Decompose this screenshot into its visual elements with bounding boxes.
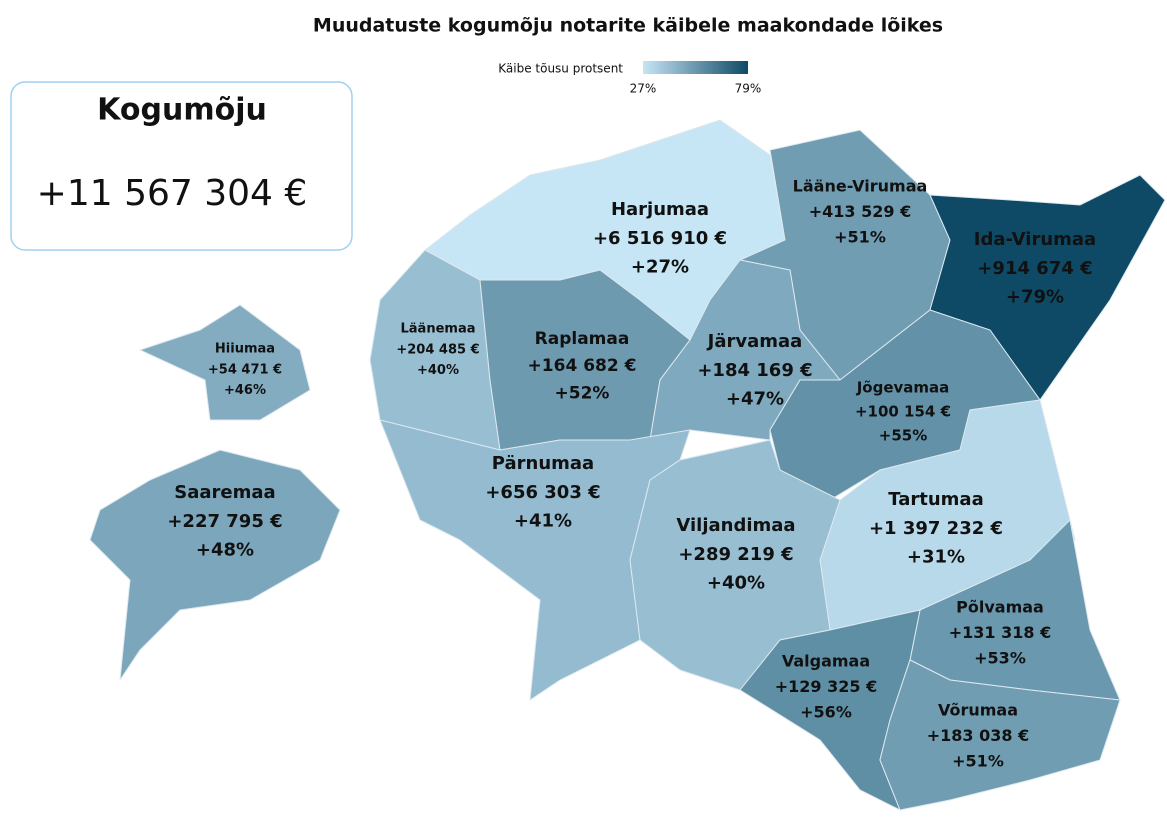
region-name: Saaremaa <box>174 482 275 503</box>
region-amount: +131 318 € <box>949 623 1051 642</box>
region-percent: +40% <box>707 573 765 594</box>
region-amount: +914 674 € <box>977 258 1092 279</box>
region-amount: +656 303 € <box>485 482 600 503</box>
region <box>138 304 311 421</box>
region <box>929 174 1166 401</box>
region-name: Ida-Virumaa <box>974 229 1096 250</box>
region-name: Jõgevamaa <box>856 379 950 397</box>
region-amount: +227 795 € <box>167 511 282 532</box>
labels: Harjumaa +6 516 910 € +27% Lääne-Virumaa +41… <box>167 177 1096 771</box>
region-percent: +53% <box>974 649 1026 668</box>
region-amount: +129 325 € <box>775 677 877 696</box>
region-percent: +27% <box>631 257 689 278</box>
legend-title: Käibe tõusu protsent <box>498 62 623 76</box>
region-name: Viljandimaa <box>676 515 795 536</box>
region-amount: +413 529 € <box>809 202 911 221</box>
region-name: Võrumaa <box>938 701 1018 720</box>
region-percent: +31% <box>907 547 965 568</box>
region-amount: +204 485 € <box>396 342 479 357</box>
total-box <box>10 81 353 251</box>
region-percent: +46% <box>224 383 266 398</box>
region <box>89 449 341 681</box>
region-amount: +54 471 € <box>208 362 282 377</box>
region-percent: +56% <box>800 703 852 722</box>
region-percent: +51% <box>834 228 886 247</box>
legend-bar <box>643 61 748 74</box>
region-percent: +47% <box>726 389 784 410</box>
region-amount: +100 154 € <box>855 403 951 421</box>
region-amount: +6 516 910 € <box>593 228 727 249</box>
region-name: Tartumaa <box>888 489 983 510</box>
region <box>629 439 841 691</box>
region-amount: +184 169 € <box>697 360 812 381</box>
map <box>89 119 1166 812</box>
total-title: Kogumõju <box>97 93 267 128</box>
legend-min: 27% <box>630 82 657 96</box>
region-percent: +55% <box>879 427 927 445</box>
region-name: Valgamaa <box>782 652 870 671</box>
region-amount: +289 219 € <box>678 544 793 565</box>
legend-max: 79% <box>735 82 762 96</box>
region-name: Läänemaa <box>401 322 476 337</box>
map-title: Muudatuste kogumõju notarite käibele maa… <box>313 15 943 37</box>
region-percent: +41% <box>514 511 572 532</box>
region-percent: +79% <box>1006 287 1064 308</box>
region-name: Põlvamaa <box>956 598 1044 617</box>
region <box>879 659 1121 811</box>
total-value: +11 567 304 € <box>37 173 308 214</box>
region-percent: +52% <box>555 383 610 403</box>
region-name: Hiiumaa <box>215 342 275 357</box>
region-amount: +183 038 € <box>927 726 1029 745</box>
region-amount: +164 682 € <box>528 356 637 376</box>
region-name: Järvamaa <box>706 331 803 352</box>
region-percent: +48% <box>196 540 254 561</box>
region-name: Pärnumaa <box>492 453 594 474</box>
region-name: Lääne-Virumaa <box>793 177 928 196</box>
region-percent: +51% <box>952 752 1004 771</box>
region-name: Harjumaa <box>611 199 709 220</box>
region-percent: +40% <box>417 363 459 378</box>
region-name: Raplamaa <box>535 329 630 349</box>
region-amount: +1 397 232 € <box>869 518 1003 539</box>
